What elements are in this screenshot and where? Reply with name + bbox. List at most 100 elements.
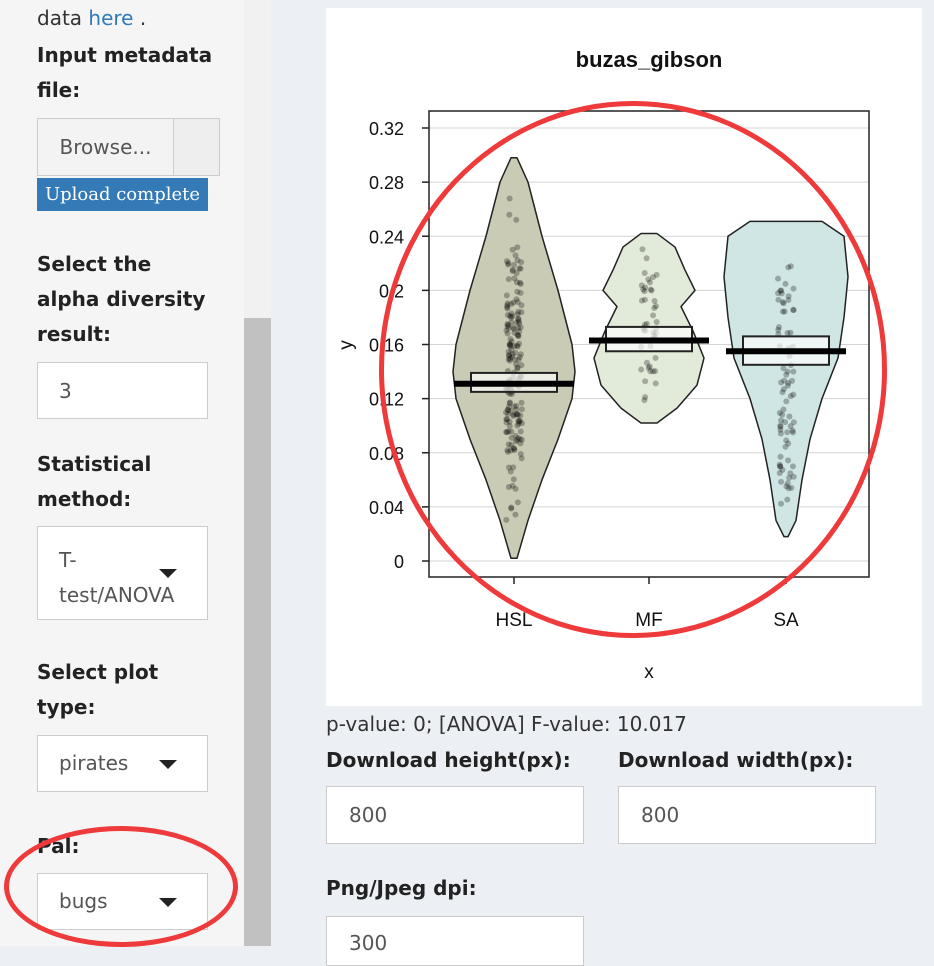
pirate-plot: buzas_gibson 0 0.04 0.08 0.12 0.16 0.2 0.24 0.2…	[336, 47, 870, 683]
data-point	[513, 296, 520, 303]
data-point	[508, 314, 515, 321]
data-point	[653, 271, 660, 278]
intro-suffix: .	[133, 6, 147, 30]
data-point	[517, 281, 524, 288]
data-point	[517, 324, 524, 331]
data-point	[511, 447, 518, 454]
here-link[interactable]: here	[88, 6, 134, 30]
data-point	[503, 419, 510, 426]
data-point	[515, 308, 522, 315]
file-name-field[interactable]	[174, 118, 220, 176]
data-point	[516, 436, 523, 443]
data-point	[514, 331, 521, 338]
data-point	[516, 354, 523, 361]
x-axis: HSL MF SA	[496, 577, 799, 631]
data-point	[790, 306, 797, 313]
mean-bands	[454, 325, 846, 393]
pal-select[interactable]: bugs	[37, 873, 208, 930]
dpi-input[interactable]: 300	[326, 916, 584, 966]
data-point	[507, 336, 514, 343]
data-point	[777, 463, 784, 470]
data-point	[785, 264, 792, 271]
data-point	[506, 423, 513, 430]
data-point	[642, 284, 649, 291]
data-point	[506, 342, 513, 349]
data-point	[784, 480, 791, 487]
data-point	[516, 328, 523, 335]
data-point	[780, 365, 787, 372]
data-point	[512, 349, 519, 356]
x-tick-label: HSL	[496, 610, 533, 631]
data-point	[506, 195, 513, 202]
data-point	[513, 411, 520, 418]
browse-button[interactable]: Browse...	[37, 118, 174, 176]
method-label: Statistical method:	[37, 452, 152, 511]
data-point	[783, 483, 790, 490]
data-point	[514, 342, 521, 349]
y-tick-label: 0.32	[369, 119, 404, 139]
pal-label: Pal:	[37, 834, 80, 858]
download-height-input[interactable]: 800	[326, 786, 584, 844]
data-point	[505, 321, 512, 328]
data-point	[516, 418, 523, 425]
data-point	[509, 482, 516, 489]
download-height-label: Download height(px):	[326, 748, 571, 772]
data-point	[504, 320, 511, 327]
data-point	[650, 368, 657, 375]
data-point	[508, 428, 515, 435]
data-point	[515, 420, 522, 427]
file-input[interactable]: Browse...	[37, 118, 220, 176]
data-point	[517, 418, 524, 425]
data-point	[777, 426, 784, 433]
plot-type-selected-value: pirates	[59, 751, 129, 775]
y-tick-label: 0	[394, 552, 404, 572]
data-point	[789, 429, 796, 436]
method-select[interactable]: T-test/ANOVA	[37, 526, 208, 620]
data-point	[514, 311, 521, 318]
data-point	[506, 341, 513, 348]
data-point	[518, 362, 525, 369]
intro-prefix: data	[37, 6, 89, 30]
data-point	[513, 406, 520, 413]
stats-text: p-value: 0; [ANOVA] F-value: 10.017	[326, 712, 687, 736]
x-axis-label: x	[644, 662, 654, 683]
chevron-down-icon	[159, 569, 177, 578]
y-tick-label: 0.12	[369, 390, 404, 410]
data-point	[652, 368, 659, 375]
data-point	[503, 409, 510, 416]
data-point	[779, 308, 786, 315]
data-point	[513, 270, 520, 277]
data-point	[776, 409, 783, 416]
data-point	[514, 288, 521, 295]
plot-type-select[interactable]: pirates	[37, 735, 208, 792]
data-point	[514, 365, 521, 372]
data-point	[778, 379, 785, 386]
data-point	[503, 429, 510, 436]
data-point	[645, 364, 652, 371]
data-point	[517, 351, 524, 358]
data-point	[516, 320, 523, 327]
data-point	[510, 445, 517, 452]
chevron-down-icon	[159, 760, 177, 769]
data-point	[504, 406, 511, 413]
plot-panel: buzas_gibson 0 0.04 0.08 0.12 0.16 0.2 0.24 0.2…	[326, 8, 922, 706]
data-point	[779, 466, 786, 473]
data-point	[788, 484, 795, 491]
data-point	[504, 448, 511, 455]
data-point	[777, 287, 784, 294]
y-axis: 0 0.04 0.08 0.12 0.16 0.2 0.24 0.28 0.32	[369, 119, 429, 572]
download-width-input[interactable]: 800	[618, 786, 876, 844]
data-point	[515, 332, 522, 339]
data-point	[510, 324, 517, 331]
data-point	[652, 354, 659, 361]
data-point	[641, 288, 648, 295]
data-point	[508, 434, 515, 441]
data-point	[778, 287, 785, 294]
data-point	[513, 361, 520, 368]
sidebar-scrollbar-thumb[interactable]	[244, 318, 271, 946]
alpha-input[interactable]: 3	[37, 362, 208, 419]
data-point	[509, 313, 516, 320]
data-point	[787, 470, 794, 477]
data-point	[652, 380, 659, 387]
data-point	[648, 287, 655, 294]
